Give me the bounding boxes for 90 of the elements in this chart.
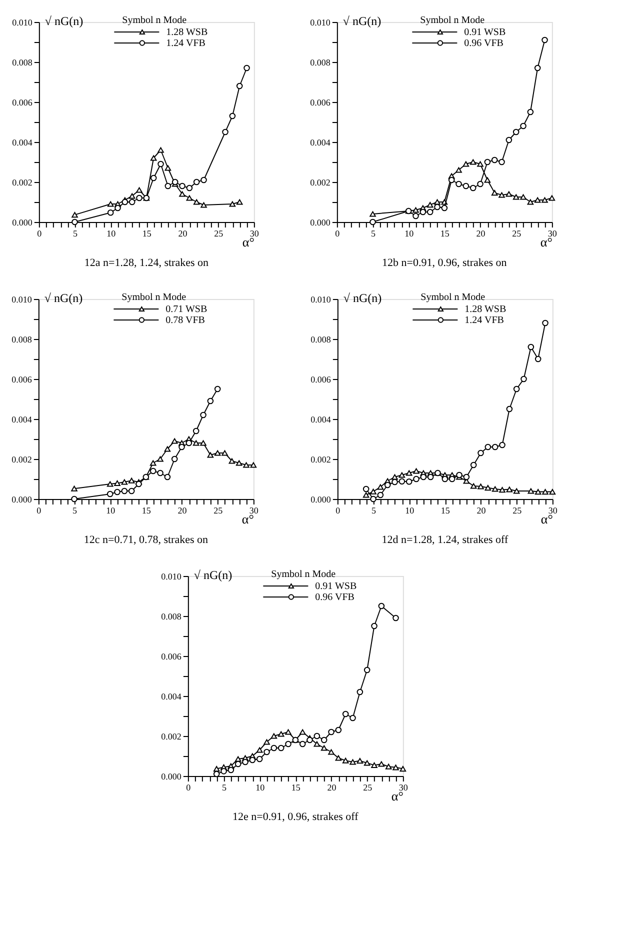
x-tick-label: 10 (106, 228, 116, 238)
legend-label: 0.78 VFB (166, 315, 206, 326)
legend-title: Symbol n Mode (122, 292, 187, 303)
y-tick-label: 0.010 (12, 18, 33, 28)
x-tick-label: 15 (142, 506, 152, 516)
x-tick-label: 25 (214, 506, 224, 516)
y-tick-label: 0.010 (12, 294, 32, 304)
x-tick-label: 5 (72, 506, 78, 516)
y-axis-title: √ nG(n) (194, 568, 232, 582)
x-tick-label: 30 (548, 506, 558, 516)
y-tick-label: 0.008 (161, 612, 182, 622)
x-tick-label: 30 (398, 782, 408, 792)
legend-label: 0.71 WSB (166, 304, 208, 315)
x-tick-label: 25 (363, 782, 373, 792)
y-tick-label: 0.004 (12, 138, 33, 148)
legend-label: 0.91 WSB (464, 27, 506, 38)
y-tick-label: 0.006 (310, 98, 331, 108)
text: 12a n=1.28, 1.24, strakes on (84, 257, 209, 269)
x-tick-label: 5 (222, 782, 228, 792)
y-axis-title: √ nG(n) (343, 291, 382, 305)
legend-label: 0.96 VFB (464, 38, 504, 49)
y-tick-label: 0.002 (161, 732, 182, 742)
y-tick-label: 0.006 (310, 374, 332, 384)
legend-title: Symbol n Mode (420, 15, 486, 26)
x-tick-label: 30 (250, 228, 260, 238)
x-tick-label: 5 (73, 228, 78, 238)
y-tick-label: 0.000 (12, 494, 32, 504)
y-tick-label: 0.000 (310, 494, 332, 504)
y-tick-label: 0.000 (12, 218, 33, 228)
x-tick-label: 20 (476, 228, 486, 238)
legend-label: 0.91 WSB (315, 581, 357, 592)
y-tick-label: 0.002 (310, 454, 331, 464)
x-tick-label: 0 (186, 782, 192, 792)
y-tick-label: 0.002 (12, 454, 32, 464)
x-tick-label: 0 (336, 506, 341, 516)
y-tick-label: 0.010 (310, 18, 331, 28)
y-tick-label: 0.004 (161, 692, 182, 702)
text: 12e n=0.91, 0.96, strakes off (232, 811, 359, 823)
x-tick-label: 10 (404, 228, 414, 238)
y-tick-label: 0.008 (12, 334, 32, 344)
x-tick-label: 10 (256, 782, 266, 792)
legend-title: Symbol n Mode (122, 15, 188, 26)
y-axis-title: √ nG(n) (44, 291, 83, 305)
x-tick-label: 20 (178, 506, 188, 516)
legend-title: Symbol n Mode (420, 292, 486, 303)
x-tick-label: 20 (476, 506, 486, 516)
y-tick-label: 0.000 (161, 772, 182, 782)
x-tick-label: 15 (291, 782, 301, 792)
text: 12c n=0.71, 0.78, strakes on (84, 534, 208, 546)
x-tick-label: 15 (142, 228, 152, 238)
legend-label: 1.28 WSB (464, 304, 506, 315)
legend-label: 0.96 VFB (315, 592, 355, 603)
y-tick-label: 0.010 (161, 572, 182, 582)
legend-label: 1.24 VFB (464, 315, 504, 326)
legend-label: 1.24 VFB (166, 38, 206, 49)
y-tick-label: 0.006 (12, 374, 32, 384)
legend-title: Symbol n Mode (271, 569, 336, 580)
x-tick-label: 25 (214, 228, 224, 238)
x-tick-label: 0 (37, 228, 42, 238)
y-axis-title: √ nG(n) (342, 14, 382, 28)
y-tick-label: 0.004 (310, 138, 331, 148)
x-tick-label: 25 (512, 506, 522, 516)
y-axis-title: √ nG(n) (44, 14, 84, 28)
x-tick-label: 5 (371, 228, 376, 238)
text: 12b n=0.91, 0.96, strakes on (382, 257, 508, 269)
x-tick-label: 5 (372, 506, 377, 516)
x-tick-label: 20 (178, 228, 188, 238)
x-tick-label: 30 (249, 506, 259, 516)
y-tick-label: 0.002 (310, 178, 330, 188)
x-tick-label: 30 (548, 228, 558, 238)
x-tick-label: 15 (440, 506, 450, 516)
y-tick-label: 0.010 (310, 294, 332, 304)
x-tick-label: 10 (405, 506, 415, 516)
x-tick-label: 20 (327, 782, 337, 792)
legend-label: 1.28 WSB (166, 27, 208, 38)
x-tick-label: 15 (440, 228, 450, 238)
y-tick-label: 0.004 (310, 414, 332, 424)
y-tick-label: 0.006 (12, 98, 33, 108)
y-tick-label: 0.008 (12, 58, 33, 68)
x-tick-label: 10 (106, 506, 116, 516)
x-tick-label: 25 (512, 228, 522, 238)
x-tick-label: 0 (335, 228, 340, 238)
y-tick-label: 0.006 (161, 652, 182, 662)
y-tick-label: 0.000 (310, 218, 331, 228)
x-tick-label: 0 (36, 506, 42, 516)
y-tick-label: 0.008 (310, 334, 332, 344)
text: 12d n=1.28, 1.24, strakes off (382, 534, 508, 546)
y-tick-label: 0.008 (310, 58, 331, 68)
y-tick-label: 0.004 (12, 414, 32, 424)
y-tick-label: 0.002 (12, 178, 32, 188)
